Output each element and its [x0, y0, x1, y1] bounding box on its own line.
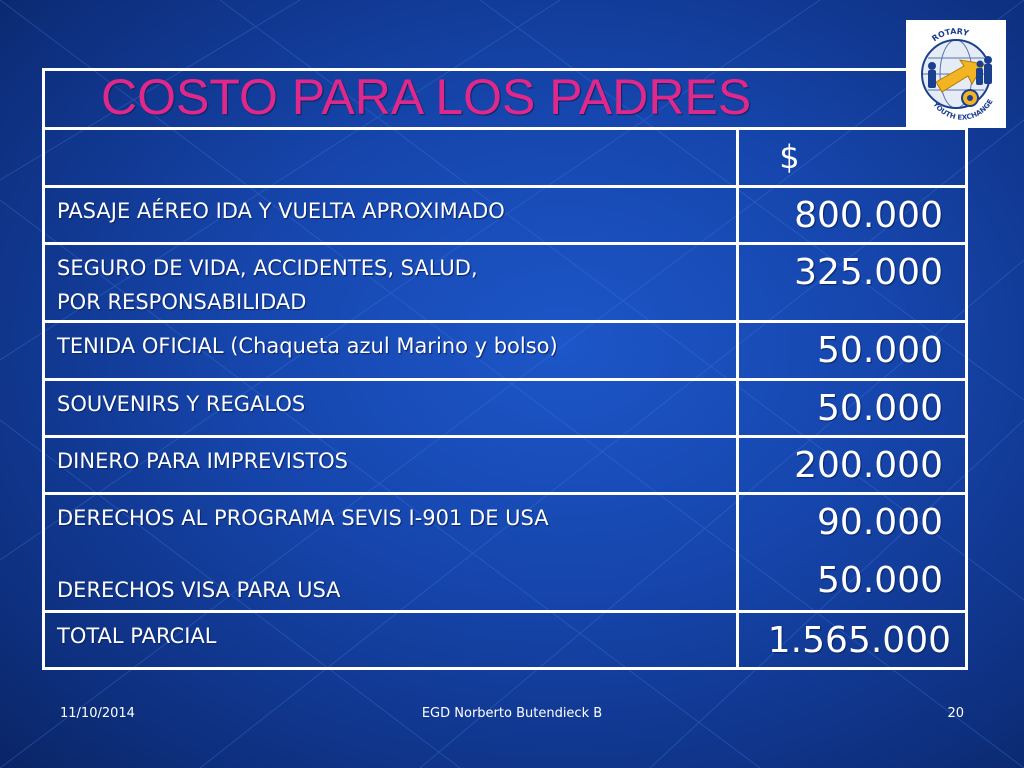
cost-table: COSTO PARA LOS PADRES $ PASAJE AÉREO IDA… — [41, 67, 968, 671]
row-value: 200.000 — [736, 434, 968, 496]
total-label: TOTAL PARCIAL — [41, 609, 740, 671]
row-value: 90.000 50.000 — [736, 492, 968, 613]
table-row: DINERO PARA IMPREVISTOS 200.000 — [41, 434, 968, 496]
title-row: COSTO PARA LOS PADRES — [42, 67, 968, 131]
row-label: SOUVENIRS Y REGALOS — [41, 377, 740, 438]
title-cell: COSTO PARA LOS PADRES — [42, 67, 968, 131]
row-value: 800.000 — [736, 184, 968, 245]
footer-author: EGD Norberto Butendieck B — [421, 706, 603, 721]
row-label: TENIDA OFICIAL (Chaqueta azul Marino y b… — [41, 320, 740, 381]
row-value: 50.000 — [736, 377, 968, 438]
row-value: 325.000 — [736, 241, 968, 324]
currency-header-row: $ — [41, 127, 968, 188]
row-label: DINERO PARA IMPREVISTOS — [41, 434, 740, 496]
footer-date: 11/10/2014 — [60, 706, 135, 721]
page-number: 20 — [947, 706, 964, 721]
slide-title: COSTO PARA LOS PADRES — [101, 69, 752, 125]
row-label: PASAJE AÉREO IDA Y VUELTA APROXIMADO — [41, 184, 740, 245]
table-row: TENIDA OFICIAL (Chaqueta azul Marino y b… — [41, 320, 968, 381]
row-label: DERECHOS AL PROGRAMA SEVIS I-901 DE USA … — [41, 492, 740, 613]
row-value: 50.000 — [736, 320, 968, 381]
rotary-youth-exchange-logo: ROTARY YOUTH EXCHANGE — [906, 20, 1006, 128]
header-label-cell — [41, 127, 740, 188]
table-row: SOUVENIRS Y REGALOS 50.000 — [41, 377, 968, 438]
total-value: 1.565.000 — [736, 609, 968, 671]
row-label: SEGURO DE VIDA, ACCIDENTES, SALUD, POR R… — [41, 241, 740, 324]
table-row: DERECHOS AL PROGRAMA SEVIS I-901 DE USA … — [41, 492, 968, 613]
total-row: TOTAL PARCIAL 1.565.000 — [41, 609, 968, 671]
table-row: PASAJE AÉREO IDA Y VUELTA APROXIMADO 800… — [41, 184, 968, 245]
table-row: SEGURO DE VIDA, ACCIDENTES, SALUD, POR R… — [41, 241, 968, 324]
currency-header: $ — [736, 127, 968, 188]
